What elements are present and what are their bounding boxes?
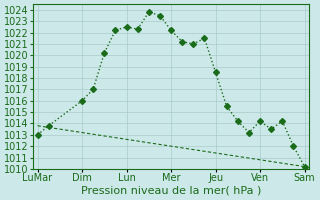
X-axis label: Pression niveau de la mer( hPa ): Pression niveau de la mer( hPa ) [81, 186, 261, 196]
